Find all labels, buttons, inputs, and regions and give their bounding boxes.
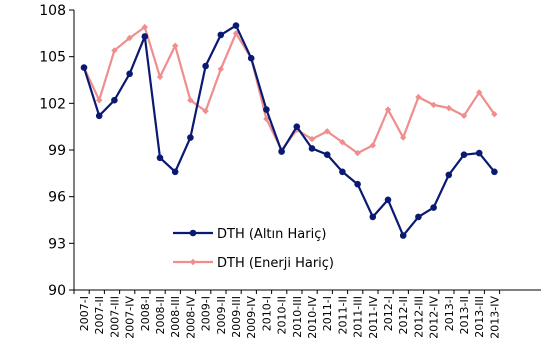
x-tick-label: 2011-II (336, 296, 349, 334)
data-point (415, 93, 422, 101)
data-point (430, 204, 437, 211)
data-point (354, 180, 361, 188)
data-point (187, 134, 194, 141)
data-point (324, 128, 331, 135)
data-point (339, 168, 346, 176)
x-tick-label: 2012-II (397, 296, 410, 334)
data-point (384, 106, 392, 113)
x-tick-label: 2012-IV (428, 296, 441, 339)
data-point (111, 47, 118, 54)
legend-label: DTH (Enerji Hariç) (217, 256, 334, 271)
chart-legend: DTH (Altın Hariç) DTH (Enerji Hariç) (173, 227, 334, 271)
legend-label: DTH (Altın Hariç) (217, 227, 326, 242)
x-tick-label: 2010-II (276, 296, 289, 334)
y-tick-label: 96 (48, 190, 66, 206)
data-point (263, 106, 270, 113)
y-tick-label: 93 (48, 236, 66, 252)
data-point (460, 151, 468, 158)
data-point (111, 96, 118, 104)
data-point (369, 213, 377, 221)
x-tick-label: 2012-I (382, 296, 395, 331)
x-tick-label: 2009-II (215, 296, 228, 334)
data-point (126, 34, 133, 42)
data-point (308, 145, 316, 152)
x-tick-label: 2013-III (473, 296, 486, 338)
data-point (95, 112, 103, 120)
data-point (156, 154, 164, 162)
x-tick-label: 2011-IV (367, 296, 380, 339)
x-tick-label: 2011-III (352, 296, 365, 338)
data-point (187, 97, 194, 104)
data-point (263, 115, 270, 123)
x-tick-label: 2012-III (412, 296, 425, 338)
data-point (202, 62, 209, 70)
data-point (460, 112, 468, 119)
data-point (156, 73, 164, 81)
data-point (445, 104, 452, 112)
data-point (430, 101, 437, 109)
data-point (172, 42, 179, 49)
x-tick-label: 2008-IV (184, 296, 197, 339)
data-point (384, 196, 392, 204)
x-tick-label: 2013-II (458, 296, 471, 334)
x-tick-label: 2011-I (321, 296, 334, 331)
data-point (400, 134, 407, 141)
data-point (445, 171, 453, 179)
data-point (232, 22, 240, 29)
data-point (491, 111, 498, 118)
data-point (415, 213, 422, 221)
x-tick-label: 2009-I (200, 296, 213, 331)
chart-series (80, 22, 498, 239)
data-point (323, 151, 331, 158)
data-point (278, 148, 285, 155)
legend-marker (189, 229, 197, 237)
data-point (247, 54, 255, 62)
x-tick-label: 2010-IV (306, 296, 319, 339)
data-point (96, 97, 103, 104)
data-point (369, 142, 376, 149)
x-tick-label: 2007-II (93, 296, 106, 334)
x-tick-label: 2007-I (78, 296, 91, 331)
data-point (80, 64, 88, 71)
x-tick-label: 2008-II (154, 296, 167, 334)
y-tick-label: 99 (48, 143, 66, 159)
data-point (171, 168, 179, 176)
x-tick-label: 2013-I (443, 296, 456, 331)
x-tick-label: 2008-I (139, 296, 152, 331)
x-tick-label: 2007-III (108, 296, 121, 338)
x-tick-label: 2009-III (230, 296, 243, 338)
data-point (217, 31, 225, 39)
data-point (399, 232, 407, 239)
data-point (475, 149, 483, 157)
y-tick-label: 108 (39, 3, 66, 19)
x-tick-label: 2009-IV (245, 296, 258, 339)
series-line-0 (82, 24, 496, 237)
y-tick-label: 90 (48, 283, 66, 299)
data-point (293, 123, 301, 130)
y-tick-label: 102 (39, 96, 66, 112)
x-tick-label: 2007-IV (124, 296, 137, 339)
data-point (232, 30, 240, 37)
data-point (354, 149, 361, 157)
data-point (308, 135, 316, 143)
y-tick-label: 105 (39, 50, 66, 66)
data-point (126, 70, 133, 78)
data-point (141, 33, 149, 40)
x-tick-label: 2013-IV (488, 296, 501, 339)
data-point (202, 107, 209, 115)
x-tick-label: 2010-III (291, 296, 304, 338)
data-point (141, 23, 148, 31)
legend-marker (189, 258, 197, 266)
data-point (339, 139, 346, 146)
x-tick-label: 2010-I (260, 296, 273, 331)
data-point (491, 168, 498, 176)
x-tick-label: 2008-III (169, 296, 182, 338)
data-point (476, 89, 483, 96)
data-point (217, 65, 224, 73)
